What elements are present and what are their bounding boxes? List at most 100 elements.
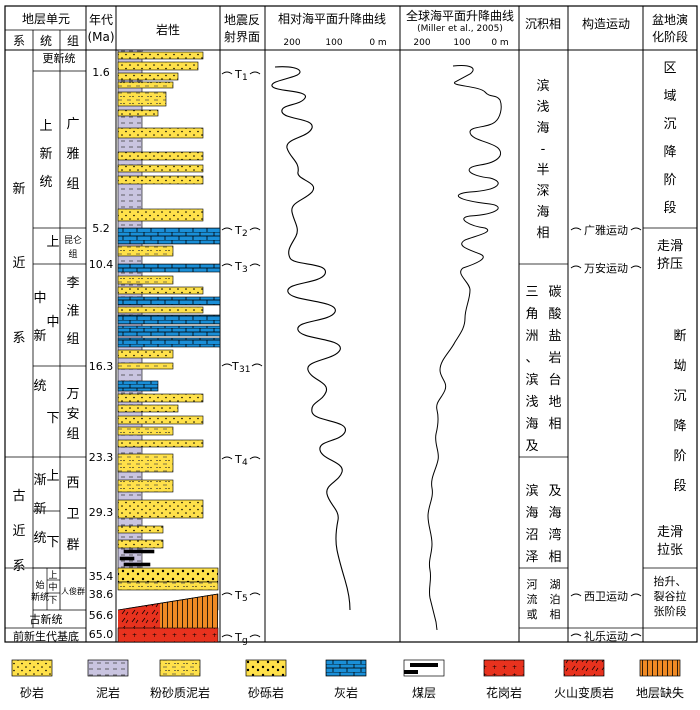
svg-text:古: 古 (12, 489, 25, 504)
svg-text:1: 1 (242, 73, 248, 83)
svg-text:4: 4 (242, 458, 248, 468)
svg-text:3: 3 (242, 265, 248, 275)
svg-text:T: T (234, 224, 242, 237)
svg-text:群: 群 (66, 538, 79, 553)
svg-text:流: 流 (527, 592, 538, 606)
svg-text:相: 相 (550, 608, 561, 621)
svg-text:浅: 浅 (525, 395, 538, 410)
age-1-6: 1.6 (92, 66, 110, 79)
svg-text:T: T (234, 453, 242, 466)
svg-text:新统: 新统 (31, 591, 49, 603)
svg-text:万: 万 (66, 387, 79, 402)
formation-xiwei: 西 卫 群 (66, 476, 79, 553)
age-23-3: 23.3 (89, 451, 114, 464)
svg-text:及: 及 (548, 484, 561, 499)
svg-text:泊: 泊 (550, 593, 561, 606)
svg-text:渐: 渐 (33, 473, 46, 488)
svg-text:统: 统 (33, 531, 46, 546)
pre-neogene-basement: 前新生代基底 (13, 629, 79, 643)
svg-text:统: 统 (33, 379, 46, 394)
header-lithology: 岩性 (156, 22, 180, 37)
svg-text:深: 深 (536, 184, 549, 199)
svg-text:泽: 泽 (525, 550, 538, 565)
svg-text:洲: 洲 (525, 329, 538, 344)
svg-text:三: 三 (525, 285, 538, 300)
svg-text:坳: 坳 (673, 359, 686, 374)
legend-sandstone: 砂岩 (11, 659, 53, 700)
header-facies: 沉积相 (525, 17, 561, 31)
svg-text:上: 上 (39, 119, 52, 134)
svg-text:系: 系 (12, 331, 25, 346)
svg-text:新: 新 (39, 146, 52, 162)
header-xi: 系 (13, 34, 25, 48)
svg-text:断: 断 (673, 329, 686, 344)
system-paleogene: 古 近 系 (12, 489, 25, 574)
svg-text:河: 河 (527, 578, 538, 591)
svg-text:-: - (541, 142, 546, 157)
svg-text:半: 半 (536, 163, 549, 178)
header-basin-1: 盆地演 (652, 12, 688, 27)
formation-kunlun: 昆仑 组 (64, 234, 82, 260)
svg-text:相: 相 (548, 417, 561, 432)
svg-text:广: 广 (66, 117, 79, 132)
svg-text:礼乐运动: 礼乐运动 (584, 629, 628, 643)
svg-text:角: 角 (525, 307, 538, 322)
svg-text:拉张: 拉张 (657, 543, 683, 558)
svg-text:海: 海 (525, 506, 538, 521)
basin-regional: 区 域 沉 降 阶 段 (663, 61, 676, 216)
series-pleistocene: 更新统 (43, 51, 76, 65)
eocene-lower: 下 (48, 596, 57, 606)
svg-text:西卫运动: 西卫运动 (584, 590, 628, 603)
legend-granite: 花岗岩 (483, 659, 525, 700)
svg-text:组: 组 (68, 248, 77, 260)
svg-text:裂谷拉: 裂谷拉 (654, 589, 687, 603)
svg-text:阶: 阶 (673, 449, 686, 464)
svg-text:火山变质岩: 火山变质岩 (554, 685, 614, 700)
oligocene-upper: 上 (46, 469, 59, 484)
svg-text:湖: 湖 (550, 578, 561, 591)
svg-text:灰岩: 灰岩 (334, 685, 358, 700)
age-29-3: 29.3 (89, 506, 114, 519)
svg-text:走滑: 走滑 (657, 525, 683, 540)
svg-text:走滑: 走滑 (657, 239, 683, 254)
svg-text:安: 安 (66, 407, 79, 422)
svg-text:新: 新 (12, 181, 25, 197)
header-seismic-2: 射界面 (224, 29, 260, 44)
tectonic-wanan: 万安运动 (570, 261, 642, 275)
header-seismic-1: 地震反 (224, 13, 260, 27)
age-5-2: 5.2 (92, 222, 110, 235)
svg-text:T: T (234, 631, 242, 644)
svg-text:盐: 盐 (548, 329, 561, 344)
svg-text:域: 域 (663, 89, 676, 104)
basin-fault-depression: 断 坳 沉 降 阶 段 (673, 329, 686, 494)
svg-text:新: 新 (33, 501, 46, 517)
svg-text:花岗岩: 花岗岩 (486, 685, 522, 700)
svg-text:组: 组 (66, 332, 79, 347)
reflector-t2: T 2 (221, 224, 261, 239)
svg-text:T: T (234, 68, 242, 81)
svg-text:2: 2 (242, 229, 248, 239)
series-oligocene: 渐 新 统 (33, 473, 46, 546)
header-tong: 统 (40, 34, 52, 48)
relative-sea-level-curve (271, 66, 351, 611)
svg-text:降: 降 (673, 419, 686, 434)
facies-f3: 滨 海 沼 泽 及 海 湾 相 (525, 483, 561, 565)
formation-wanan: 万 安 组 (66, 387, 79, 442)
svg-text:降: 降 (663, 145, 676, 160)
lithology-column (117, 49, 221, 643)
svg-text:浅: 浅 (536, 100, 549, 115)
tectonic-guangya: 广雅运动 (570, 223, 642, 237)
svg-text:新: 新 (33, 328, 46, 344)
svg-text:统: 统 (39, 175, 52, 190)
svg-text:g: g (242, 636, 248, 646)
svg-text:淮: 淮 (66, 304, 79, 319)
oligocene-lower: 下 (46, 535, 59, 550)
svg-text:T: T (231, 360, 239, 373)
formation-lihuai: 李 淮 组 (66, 276, 79, 347)
reflector-t3: T 3 (221, 260, 261, 275)
svg-text:中: 中 (33, 291, 46, 306)
glob-tick-200: 200 (413, 38, 430, 48)
svg-text:T: T (234, 589, 242, 602)
svg-text:昆仑: 昆仑 (64, 234, 82, 246)
